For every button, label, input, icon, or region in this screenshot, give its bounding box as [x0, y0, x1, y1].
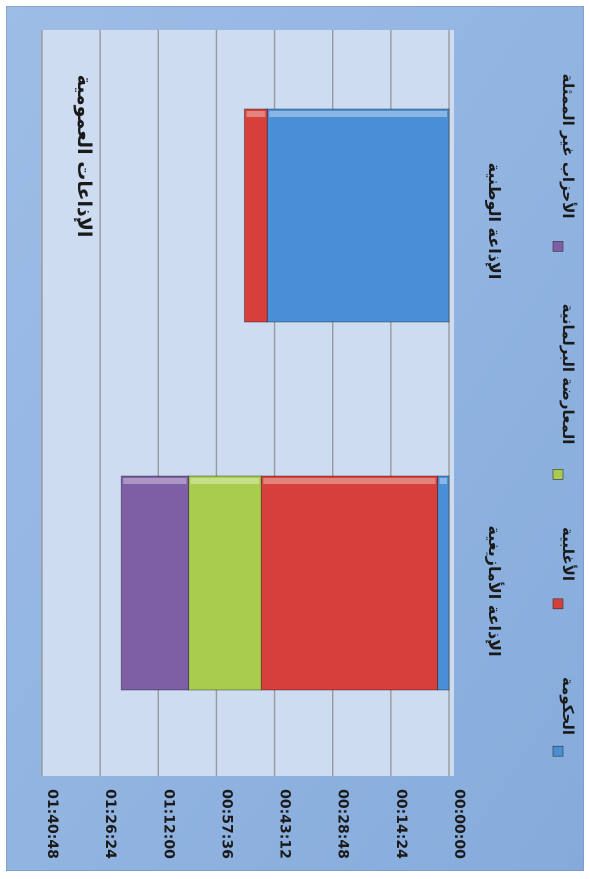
bar-highlight: [190, 478, 260, 484]
legend-label: الأغلبية: [559, 527, 577, 581]
legend: الأحزاب غير الممثلة المعارضة البرلمانية ال…: [552, 73, 577, 757]
tick-label: 00:43:12: [277, 789, 293, 859]
bar-segment: [266, 108, 450, 323]
tick-label: 00:14:24: [393, 789, 409, 859]
bar-highlight: [269, 111, 447, 117]
legend-label: الحكومة: [559, 677, 577, 735]
tick-label: 00:57:36: [218, 789, 234, 859]
bar-segment: [120, 475, 190, 691]
bar-segment: [437, 475, 450, 691]
bar-highlight: [246, 111, 266, 117]
legend-label: المعارضة البرلمانية: [559, 304, 577, 445]
tick-label: 01:26:24: [102, 789, 118, 859]
bar-highlight: [439, 478, 447, 484]
bar-highlight: [263, 478, 436, 484]
chart-title: الإذاعات العمومية: [73, 75, 95, 238]
bar-segment: [188, 475, 262, 691]
legend-marker: [552, 745, 564, 757]
chart-frame: 00:00:00 00:14:24 00:28:48 00:43:12 00:57:36…: [6, 6, 584, 871]
tick-label: 01:12:00: [160, 789, 176, 859]
legend-marker: [552, 469, 564, 480]
bars: [120, 108, 450, 691]
tick-labels: 00:00:00 00:14:24 00:28:48 00:43:12 00:57:36…: [44, 789, 467, 859]
legend-label: الأحزاب غير الممثلة: [559, 73, 577, 218]
legend-marker: [552, 241, 564, 252]
category-label-national: الإذاعة الوطنية: [485, 163, 504, 280]
tick-label: 00:00:00: [451, 789, 467, 859]
tick-label: 01:40:48: [44, 789, 60, 859]
bar-segment: [260, 475, 439, 691]
bar-highlight: [123, 478, 187, 484]
tick-label: 00:28:48: [335, 789, 351, 859]
bar-segment: [243, 108, 268, 323]
category-label-amazigh: الإذاعة الأمازيغية: [485, 525, 504, 656]
legend-marker: [552, 598, 564, 610]
